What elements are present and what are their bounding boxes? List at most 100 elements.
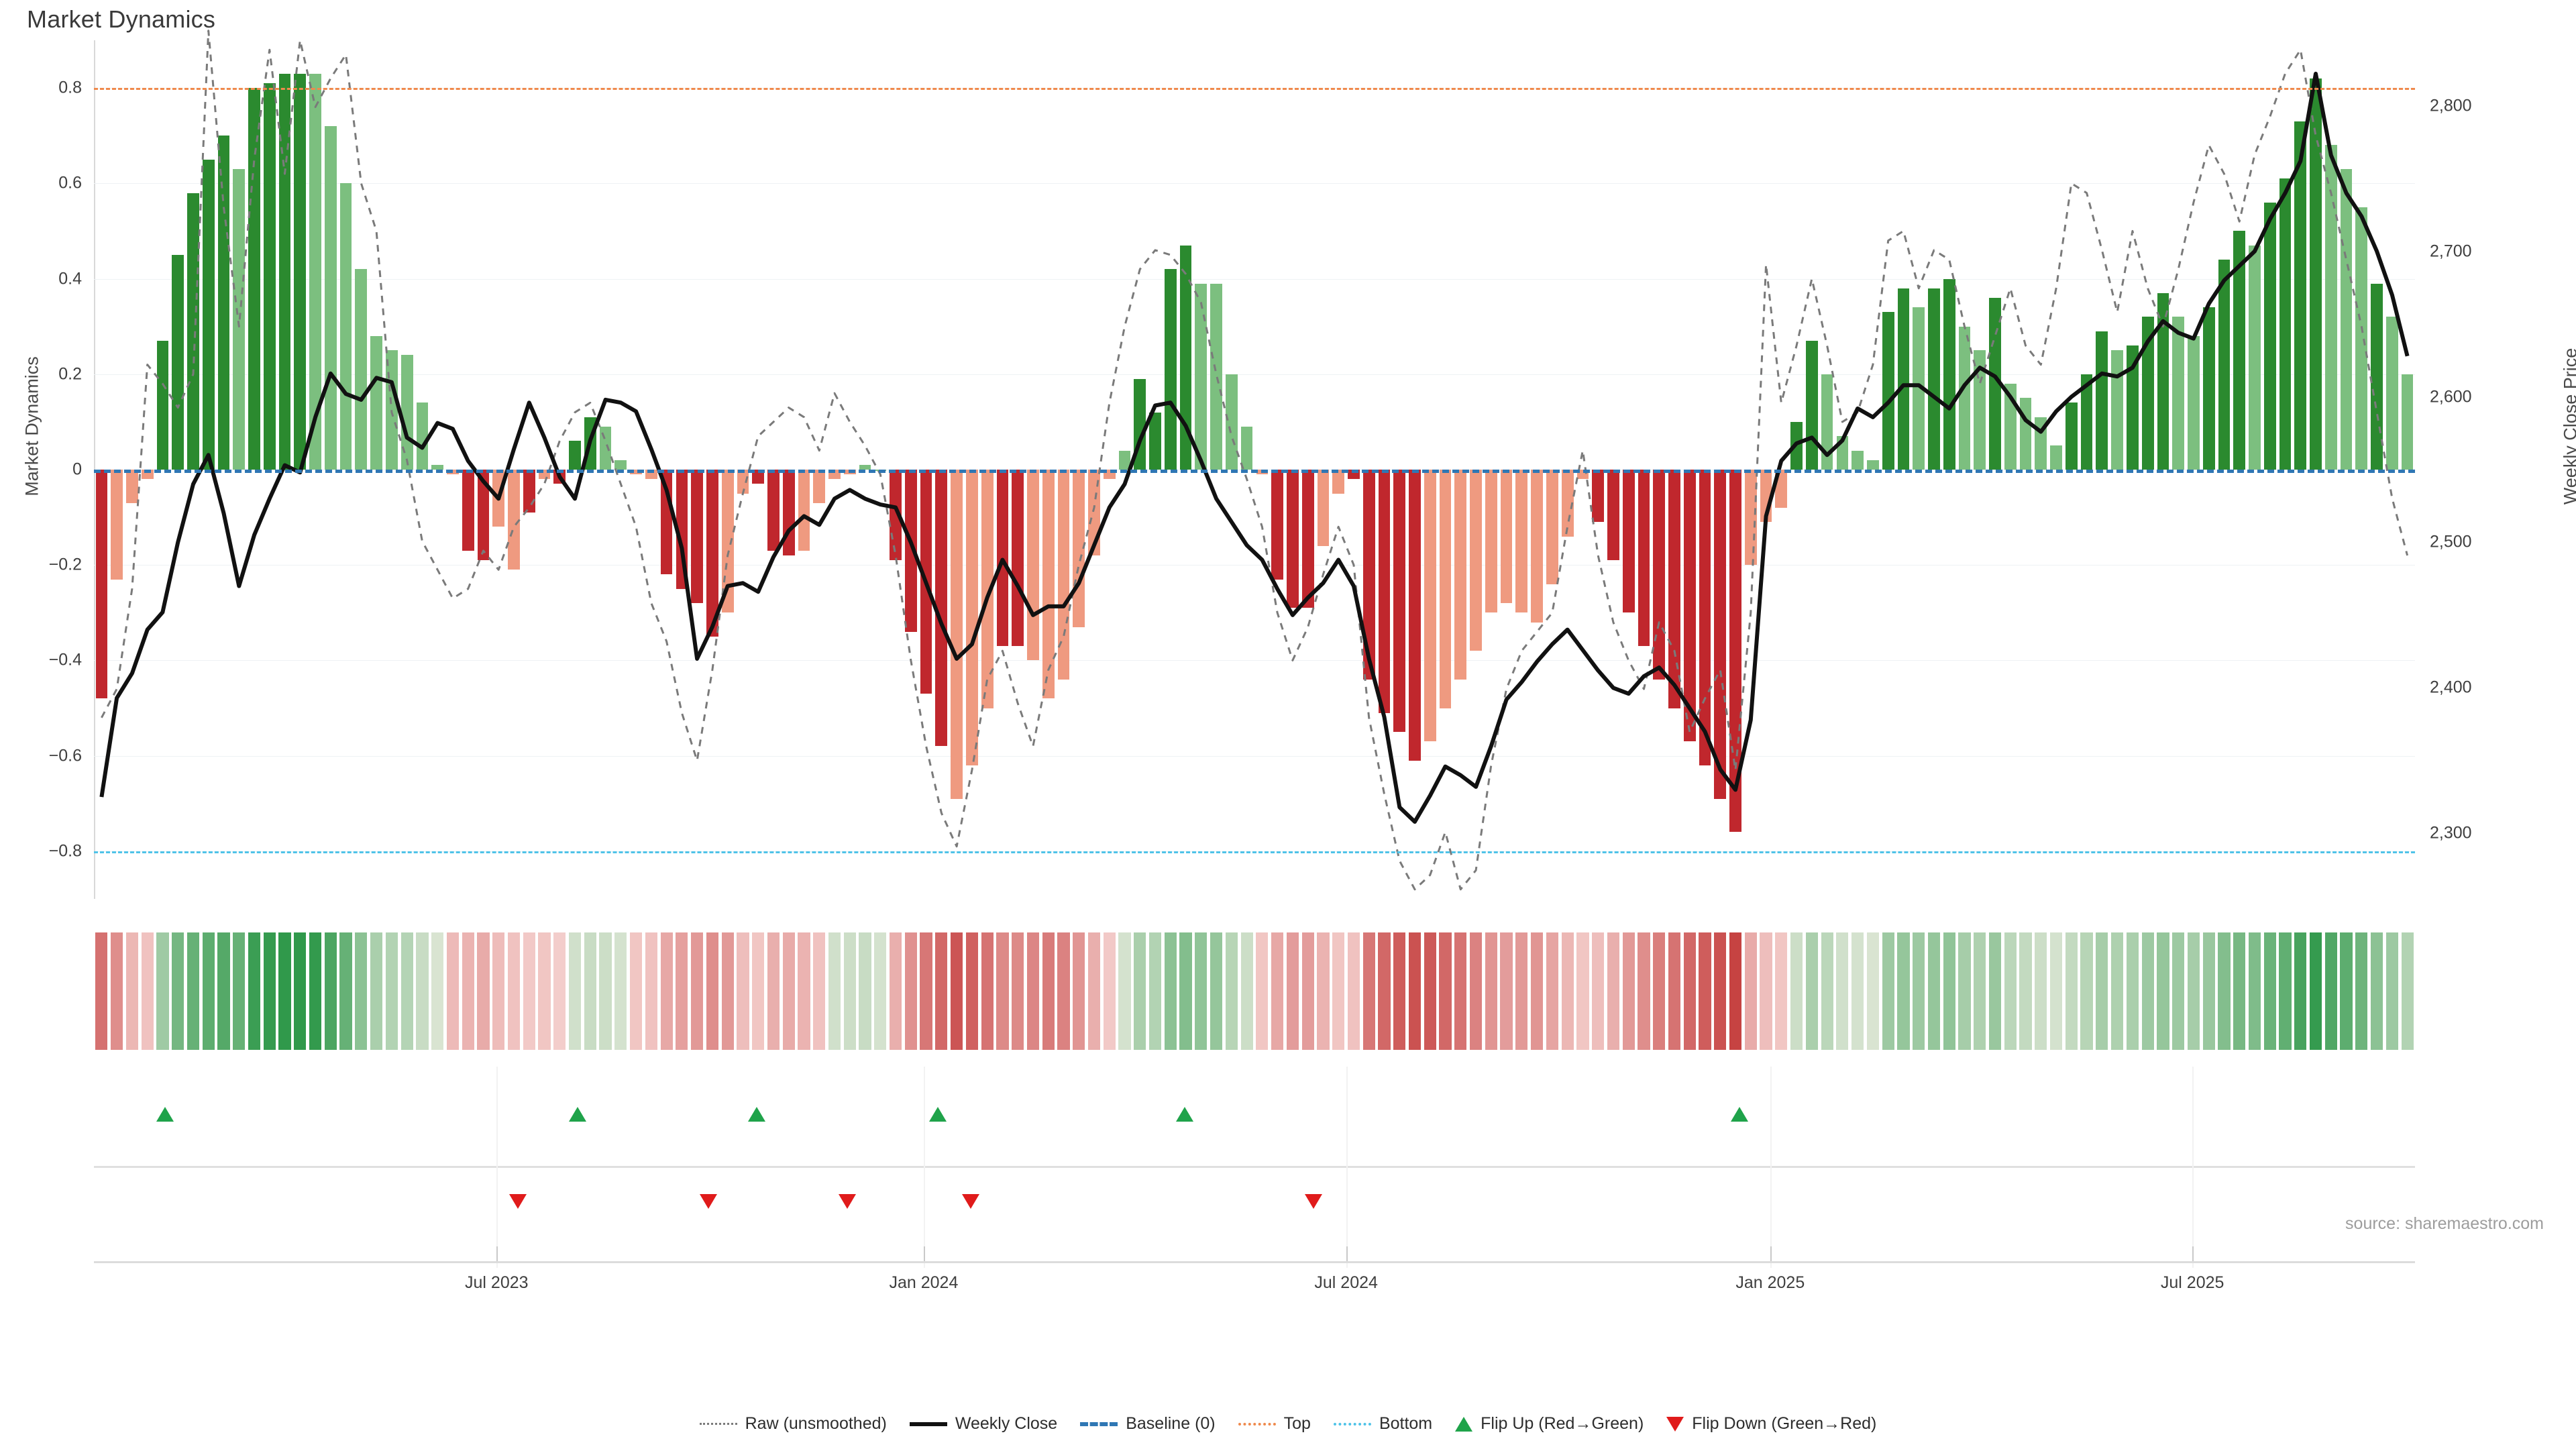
vertical-gridline [1770,1067,1772,1268]
y-axis-left-tick-label: −0.2 [48,555,82,574]
heatmap-cell [1515,932,1528,1050]
legend-item[interactable]: Top [1238,1414,1311,1434]
heatmap-cell [507,932,521,1050]
bar [2050,445,2062,470]
bar [1821,374,1833,470]
heatmap-cell [2187,932,2200,1050]
legend-item[interactable]: Weekly Close [909,1414,1057,1434]
heatmap-cell [1134,932,1146,1050]
heatmap-cell [2370,932,2383,1050]
heatmap-cell [1821,932,1833,1050]
bar [1668,470,1680,708]
heatmap-cell [1988,932,2002,1050]
bar [813,470,826,503]
bar [1378,470,1391,713]
legend-item[interactable]: Flip Up (Red→Green) [1455,1414,1644,1434]
heatmap-cell [172,932,184,1050]
heatmap-cell [737,932,749,1050]
bar [1897,288,1910,470]
heatmap-cell [1927,932,1941,1050]
bar [1332,470,1345,494]
bar [1042,470,1055,699]
bar [1301,470,1314,608]
heatmap-cell [2324,932,2337,1050]
heatmap-cell [1913,932,1925,1050]
heatmap-cell [782,932,795,1050]
bar [202,159,215,470]
bar [2111,350,2123,470]
dashed-line-blue-icon [1080,1421,1118,1426]
heatmap-cell [1195,932,1208,1050]
legend-item-label: Bottom [1379,1414,1433,1433]
gridline [94,183,2415,184]
heatmap-cell [2263,932,2276,1050]
bar [1989,298,2001,470]
bar [2096,331,2108,470]
flip-up-marker-icon [569,1107,587,1122]
heatmap-cell [1118,932,1131,1050]
bar [2371,283,2383,470]
dotted-line-orange-icon [1238,1422,1276,1426]
heatmap-cell [996,932,1009,1050]
bar [2233,231,2246,470]
heatmap-cell [1256,932,1269,1050]
bar [737,470,749,494]
legend-item[interactable]: Bottom [1333,1414,1433,1434]
bar [1424,470,1436,742]
bar [278,73,291,470]
y-axis-left-tick-label: 0.8 [58,78,82,97]
heatmap-cell [584,932,596,1050]
y-axis-left-tick-label: 0.2 [58,364,82,384]
bar [1164,269,1177,470]
heatmap-cell [248,932,261,1050]
heatmap-cell [1042,932,1055,1050]
heatmap-cell [1714,932,1727,1050]
legend-item[interactable]: Flip Down (Green→Red) [1666,1414,1876,1434]
legend-item[interactable]: Raw (unsmoothed) [699,1414,887,1434]
x-axis-spine [94,1261,2415,1263]
bar [1638,470,1650,647]
heatmap-cell [1103,932,1116,1050]
legend-item[interactable]: Baseline (0) [1080,1414,1216,1434]
heatmap-cell [2065,932,2078,1050]
y-axis-right-title: Weekly Close Price [2560,347,2576,505]
bar [355,269,368,470]
legend: Raw (unsmoothed) Weekly Close Baseline (0)… [0,1414,2576,1434]
bar [95,470,108,699]
heatmap-cell [2294,932,2307,1050]
heatmap-cell [1836,932,1849,1050]
heatmap-cell [309,932,322,1050]
heatmap-cell [1622,932,1635,1050]
gridline [94,278,2415,280]
flip-divider-rule [94,1166,2415,1168]
flip-up-marker-icon [156,1107,174,1122]
heatmap-cell [202,932,215,1050]
y-axis-right-tick-label: 2,700 [2430,241,2472,261]
heatmap-cell [523,932,535,1050]
heatmap-cell [813,932,826,1050]
bar [1195,283,1208,470]
heatmap-cell [1607,932,1620,1050]
bar [2172,317,2185,470]
bar [966,470,978,765]
heatmap-cell [2218,932,2231,1050]
heatmap-cell [1974,932,1986,1050]
heatmap-cell [370,932,383,1050]
heatmap-cell [2309,932,2322,1050]
heatmap-cell [1882,932,1894,1050]
bar [187,193,199,470]
x-axis: Jul 2023 Jan 2024 Jul 2024 Jan 2025 Jul 2025 [94,1246,2415,1322]
bar [462,470,474,551]
heatmap-cell [2340,932,2353,1050]
x-axis-tick-label: Jul 2023 [465,1273,529,1292]
bar [1225,374,1238,470]
bar [569,441,581,470]
bar [2202,307,2215,470]
line-series-overlay [99,30,2410,891]
heatmap-cell [1012,932,1024,1050]
heatmap-cell [1638,932,1650,1050]
bar [752,470,765,484]
heatmap-cell [1408,932,1421,1050]
bar [951,470,963,799]
heatmap-cell [1653,932,1666,1050]
